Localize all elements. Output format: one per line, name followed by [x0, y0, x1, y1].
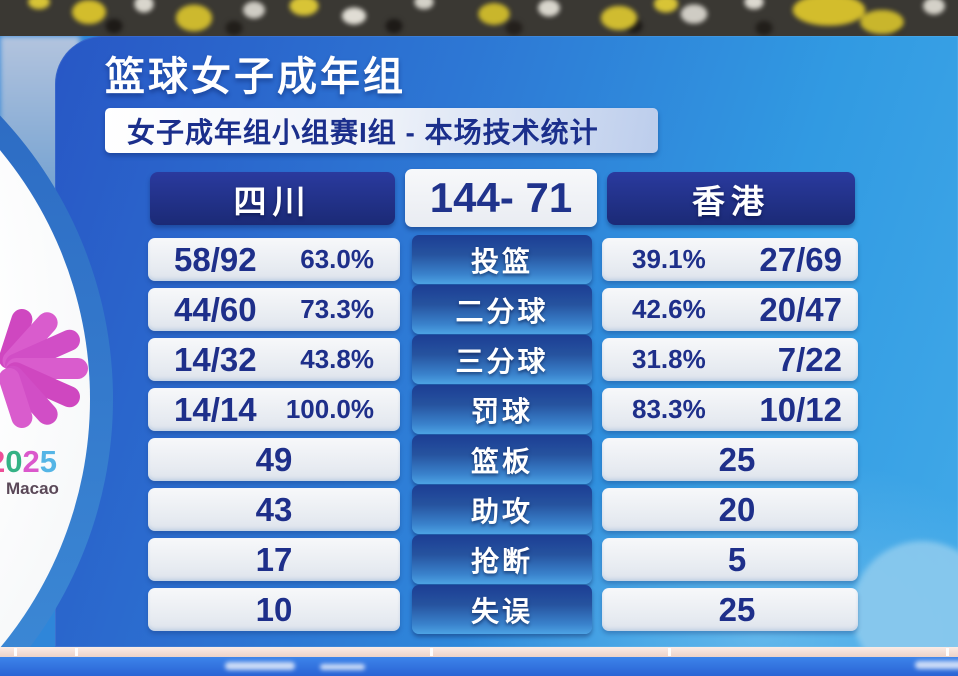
stat-label: 抢断	[412, 535, 592, 584]
crowd-background	[0, 0, 958, 36]
divider-tick	[946, 648, 949, 656]
away-team-name: 香港	[607, 172, 855, 225]
logo-year-digit: 0	[5, 444, 23, 479]
home-stat-pct: 63.0%	[300, 244, 374, 274]
home-stat-value: 14/32	[174, 340, 257, 378]
stat-row-rebounds: 49 篮板 25	[0, 435, 958, 484]
away-stat-value: 20/47	[759, 290, 842, 328]
away-stat-cell: 5	[602, 538, 858, 581]
home-stat-cell: 14/32 43.8%	[148, 338, 400, 381]
away-stat-pct: 39.1%	[632, 244, 706, 274]
banner-blur-mark	[225, 662, 295, 670]
home-stat-value: 58/92	[174, 240, 257, 278]
stat-label: 篮板	[412, 435, 592, 484]
away-stat-value: 20	[718, 490, 756, 528]
page-title: 篮球女子成年组	[105, 55, 406, 99]
stat-label: 助攻	[412, 485, 592, 534]
home-stat-pct: 73.3%	[300, 294, 374, 324]
away-stat-cell: 20	[602, 488, 858, 531]
away-stat-value: 27/69	[759, 240, 842, 278]
away-stat-cell: 83.3% 10/12	[602, 388, 858, 431]
home-stat-value: 17	[255, 540, 293, 578]
away-stat-cell: 25	[602, 438, 858, 481]
away-stat-pct: 31.8%	[632, 344, 706, 374]
stat-label: 三分球	[412, 335, 592, 384]
away-stat-pct: 42.6%	[632, 294, 706, 324]
home-stat-cell: 49	[148, 438, 400, 481]
stat-row-field-goals: 58/92 63.0% 投篮 39.1% 27/69	[0, 235, 958, 284]
home-stat-value: 43	[255, 490, 293, 528]
away-stat-value: 10/12	[759, 390, 842, 428]
logo-year-digit: 2	[0, 444, 5, 479]
home-stat-cell: 58/92 63.0%	[148, 238, 400, 281]
divider-tick	[75, 648, 78, 656]
home-stat-cell: 10	[148, 588, 400, 631]
banner-blur-mark	[320, 664, 365, 670]
bottom-divider-strip	[0, 647, 958, 657]
crowd-blur-texture	[0, 0, 958, 36]
away-stat-cell: 39.1% 27/69	[602, 238, 858, 281]
stat-row-steals: 17 抢断 5	[0, 535, 958, 584]
home-stat-value: 14/14	[174, 390, 257, 428]
home-stat-cell: 44/60 73.3%	[148, 288, 400, 331]
logo-year-digit: 5	[39, 444, 57, 479]
stat-label: 失误	[412, 585, 592, 634]
subtitle-text: 女子成年组小组赛I组 - 本场技术统计	[127, 116, 599, 148]
logo-year-digit: 2	[22, 444, 40, 479]
away-stat-cell: 31.8% 7/22	[602, 338, 858, 381]
home-stat-cell: 14/14 100.0%	[148, 388, 400, 431]
stat-row-free-throws: 14/14 100.0% 罚球 83.3% 10/12	[0, 385, 958, 434]
divider-tick	[14, 648, 17, 656]
macau-games-flower-logo	[0, 0, 120, 460]
divider-tick	[430, 648, 433, 656]
away-stat-value: 7/22	[777, 340, 842, 378]
home-stat-cell: 17	[148, 538, 400, 581]
away-stat-value: 25	[718, 440, 756, 478]
stat-row-assists: 43 助攻 20	[0, 485, 958, 534]
stat-row-two-pointers: 44/60 73.3% 二分球 42.6% 20/47	[0, 285, 958, 334]
score-display: 144- 71	[405, 169, 597, 227]
stat-row-three-pointers: 14/32 43.8% 三分球 31.8% 7/22	[0, 335, 958, 384]
home-stat-pct: 43.8%	[300, 344, 374, 374]
bottom-banner	[0, 657, 958, 676]
home-stat-pct: 100.0%	[285, 394, 374, 424]
home-team-name: 四川	[150, 172, 395, 225]
home-stat-value: 49	[255, 440, 293, 478]
banner-blur-mark	[915, 661, 958, 669]
stat-label: 投篮	[412, 235, 592, 284]
home-stat-cell: 43	[148, 488, 400, 531]
home-stat-value: 44/60	[174, 290, 257, 328]
away-stat-pct: 83.3%	[632, 394, 706, 424]
stat-label: 罚球	[412, 385, 592, 434]
stat-row-turnovers: 10 失误 25	[0, 585, 958, 634]
home-stat-value: 10	[255, 590, 293, 628]
subtitle-bar: 女子成年组小组赛I组 - 本场技术统计	[105, 108, 658, 153]
away-stat-value: 5	[727, 540, 747, 578]
logo-city-label: Macao	[6, 479, 59, 498]
stat-label: 二分球	[412, 285, 592, 334]
away-stat-cell: 25	[602, 588, 858, 631]
divider-tick	[668, 648, 671, 656]
logo-year-2025: 2025	[0, 444, 57, 480]
away-stat-cell: 42.6% 20/47	[602, 288, 858, 331]
away-stat-value: 25	[718, 590, 756, 628]
